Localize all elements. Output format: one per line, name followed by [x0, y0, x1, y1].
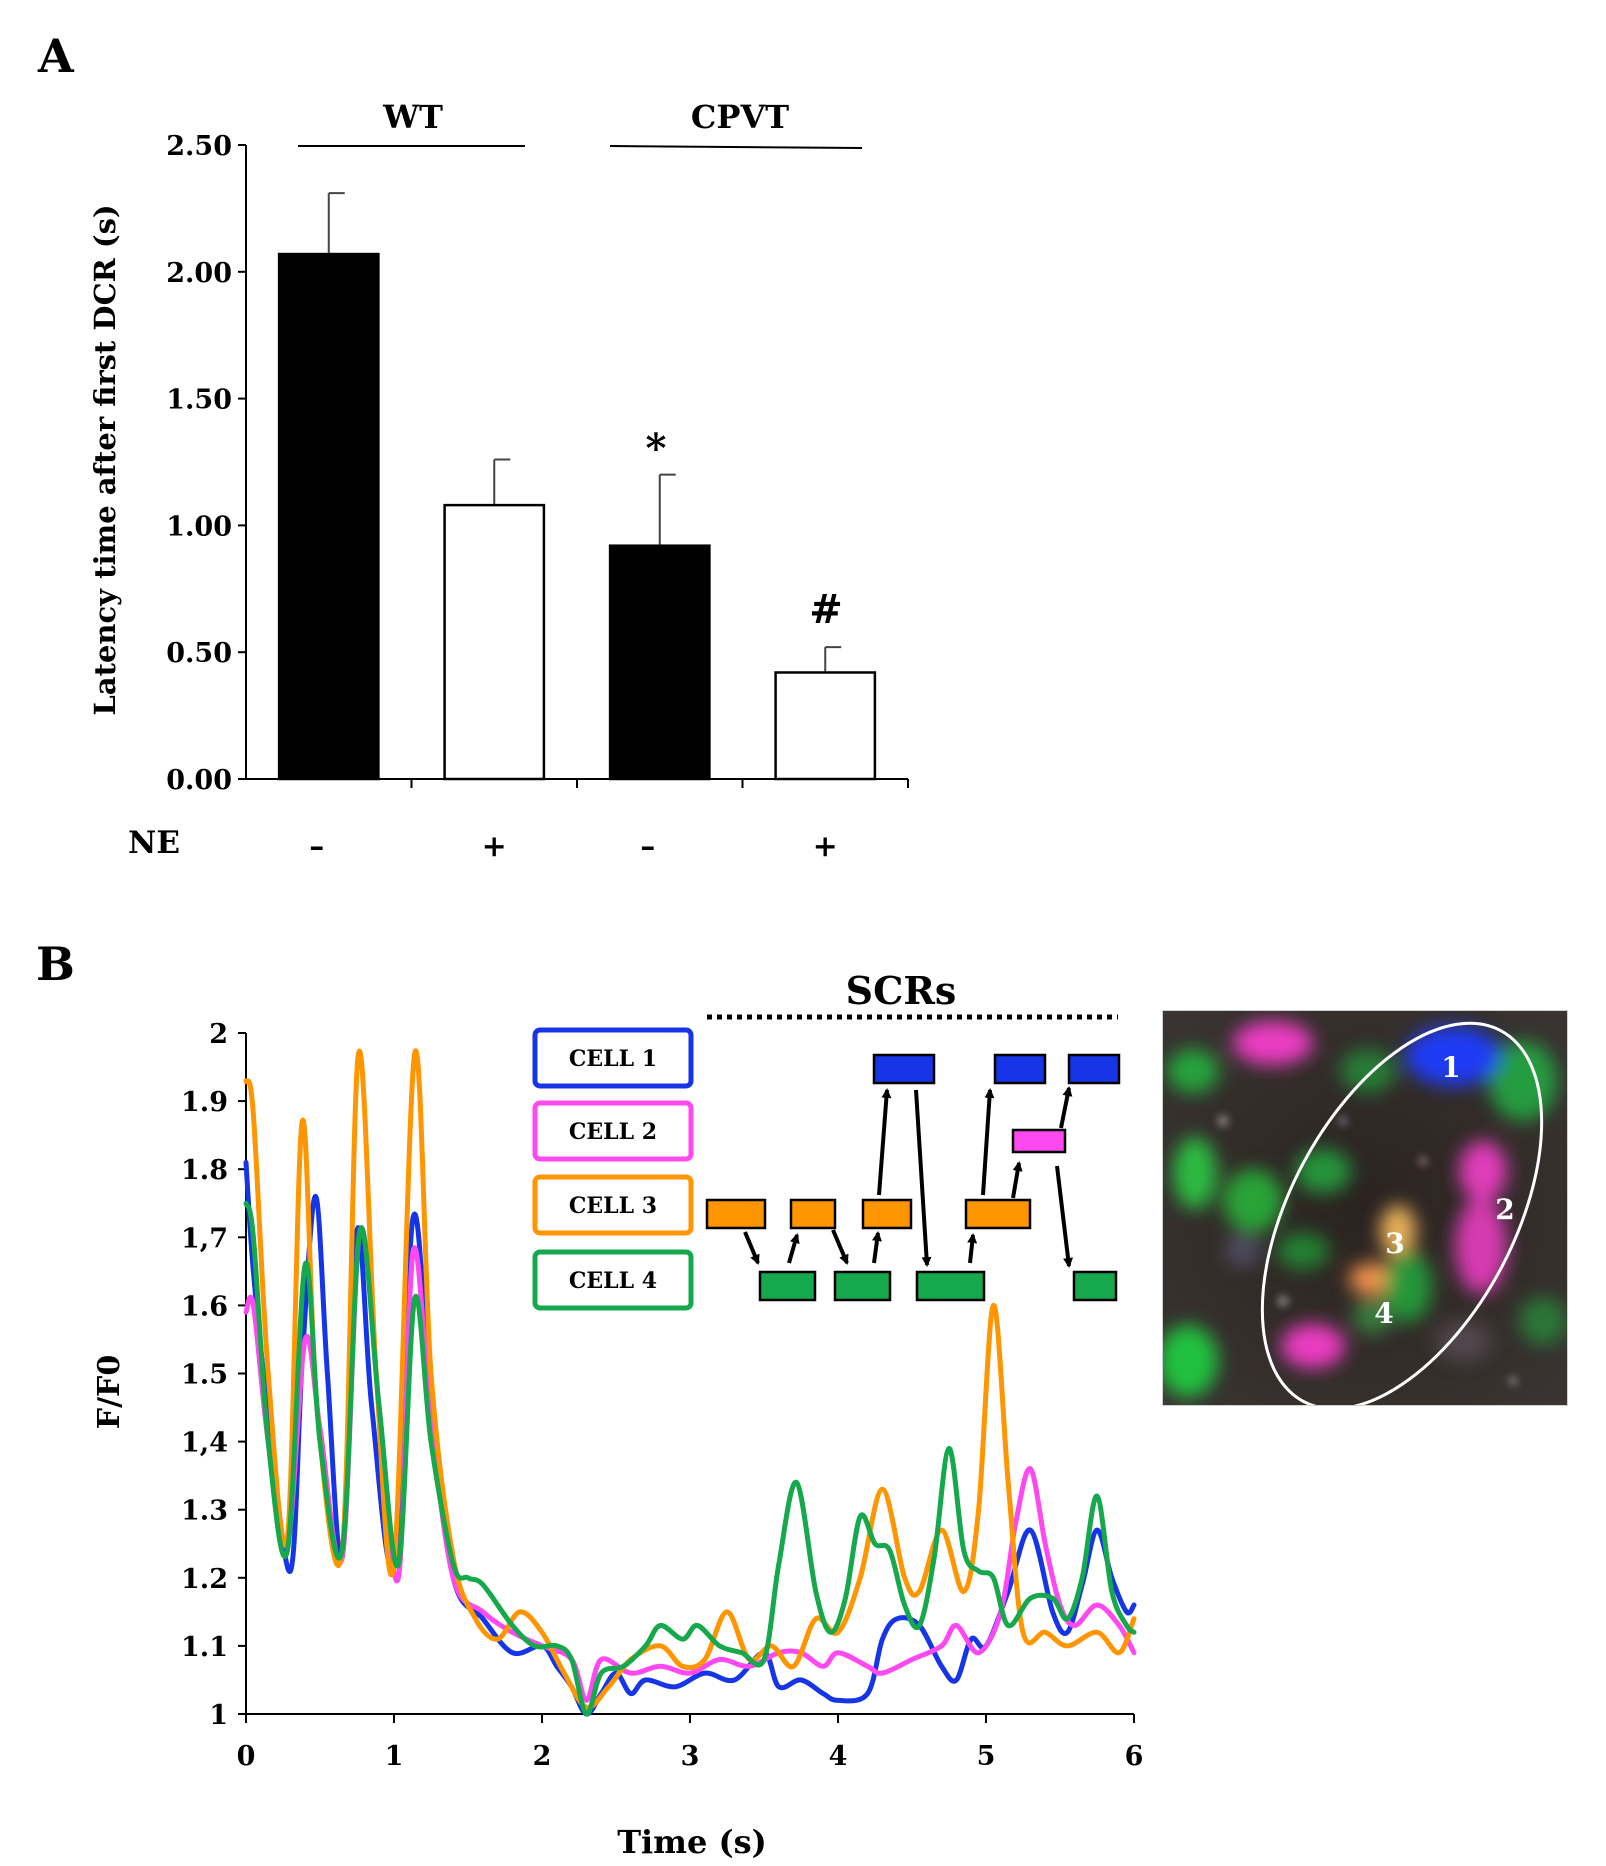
scr-event-cell-3: [964, 1198, 1032, 1230]
line-y-tick-label: 1.6: [181, 1291, 228, 1322]
legend-box-cell-3: [532, 1174, 694, 1236]
cell-micrograph-icon: 1 2 3 4: [1163, 1011, 1567, 1405]
scr-arrow: [981, 1088, 995, 1196]
bar-y-tick-label: 0.50: [166, 638, 232, 669]
line-y-tick-label: 1.9: [181, 1087, 228, 1118]
treatment-signs: – + – +: [309, 829, 838, 864]
micrograph-cell-number-3: 3: [1385, 1227, 1404, 1260]
group-line-cpvt: [609, 145, 863, 149]
micrograph-cell-number-2: 2: [1495, 1193, 1514, 1226]
bar-y-tick-label: 2.00: [166, 258, 232, 289]
group-label-wt: WT: [382, 98, 443, 136]
legend-box-cell-4: [532, 1249, 694, 1311]
legend-box-cell-2: [532, 1100, 694, 1162]
scr-event-cell-2: [1011, 1128, 1067, 1154]
bar: [277, 252, 380, 781]
treatment-label: NE: [128, 825, 180, 861]
treatment-sign: +: [482, 829, 507, 864]
cell-legend: CELL 1 CELL 2 CELL 3 CELL 4: [532, 1027, 694, 1311]
scr-arrow: [871, 1231, 882, 1264]
bar-y-tick-label: 1.50: [166, 385, 232, 416]
line-x-tick-label: 2: [533, 1741, 552, 1772]
significance-hash: #: [809, 586, 843, 633]
scr-event-cell-3: [861, 1198, 913, 1230]
line-x-tick-label: 4: [829, 1741, 848, 1772]
scr-event-cell-3: [789, 1198, 837, 1230]
scr-event-cell-1: [1067, 1053, 1121, 1085]
bar-y-tick-label: 1.00: [166, 511, 232, 542]
scr-label: SCRs: [846, 968, 957, 1013]
scr-event-cell-1: [872, 1053, 936, 1085]
bar-y-tick-label: 0.00: [166, 765, 232, 796]
line-y-tick-label: 1.8: [181, 1155, 228, 1186]
scr-event-cell-4: [833, 1270, 892, 1302]
series-line-cell-4: [243, 1200, 1137, 1717]
scr-arrow: [1011, 1161, 1023, 1199]
scr-event-cell-1: [993, 1053, 1047, 1085]
line-y-tick-label: 1.5: [181, 1360, 228, 1391]
micrograph-cell-number-4: 4: [1374, 1297, 1393, 1330]
micrograph-cell-number-1: 1: [1441, 1051, 1460, 1084]
line-chart-ylabel: F/F0: [92, 1355, 127, 1429]
scr-arrow: [1059, 1086, 1073, 1129]
line-chart-xlabel: Time (s): [617, 1823, 767, 1861]
bar: [608, 544, 711, 781]
treatment-sign: –: [640, 829, 655, 864]
legend-label-cell-2: CELL 2: [569, 1119, 657, 1145]
scr-arrow: [1055, 1165, 1074, 1268]
scr-event-cell-4: [915, 1270, 986, 1302]
line-y-tick-label: 1.1: [181, 1632, 228, 1663]
scr-arrow: [967, 1233, 978, 1264]
scr-sequence-diagram: [705, 1053, 1121, 1302]
treatment-sign: –: [309, 829, 324, 864]
treatment-sign: +: [813, 829, 838, 864]
scr-arrow: [914, 1089, 932, 1267]
bar-chart: 0.00 0.50 1.00 1.50 2.00 2.50: [166, 131, 909, 796]
line-x-tick-label: 3: [681, 1741, 700, 1772]
scr-arrow: [743, 1231, 760, 1265]
scr-event-cell-3: [705, 1198, 767, 1230]
legend-box-cell-1: [532, 1027, 694, 1089]
legend-label-cell-1: CELL 1: [569, 1046, 657, 1072]
scr-arrow: [831, 1229, 849, 1265]
line-y-tick-label: 1,7: [181, 1223, 228, 1254]
legend-label-cell-3: CELL 3: [569, 1193, 657, 1219]
bar: [774, 671, 877, 781]
line-y-tick-label: 1: [209, 1700, 228, 1731]
bar-chart-ylabel: Latency time after first DCR (s): [88, 204, 122, 715]
region-of-interest-ellipse: [1260, 1021, 1544, 1405]
significance-star: *: [646, 425, 667, 472]
scr-event-cell-4: [1072, 1270, 1118, 1302]
scr-event-cell-4: [758, 1270, 817, 1302]
line-x-tick-label: 1: [385, 1741, 404, 1772]
scr-arrow: [787, 1233, 800, 1264]
bar: [443, 503, 546, 781]
line-y-tick-label: 1,4: [181, 1428, 228, 1459]
scr-arrow: [877, 1088, 892, 1196]
line-x-tick-label: 5: [977, 1741, 996, 1772]
legend-label-cell-4: CELL 4: [569, 1268, 657, 1294]
line-y-tick-label: 1.3: [181, 1496, 228, 1527]
panel-a-label: A: [37, 29, 75, 83]
line-chart: 11.11.21.31,41.51.61,71.81.920 1 2 3 4 5 6: [181, 1019, 1143, 1772]
line-y-tick-label: 2: [209, 1019, 228, 1050]
group-label-cpvt: CPVT: [691, 98, 789, 136]
line-x-tick-label: 6: [1125, 1741, 1144, 1772]
line-x-tick-label: 0: [237, 1741, 256, 1772]
panel-b-label: B: [36, 937, 75, 991]
cell-micrograph: 1 2 3 4: [1162, 1010, 1568, 1406]
bar-y-tick-label: 2.50: [166, 131, 232, 162]
line-y-tick-label: 1.2: [181, 1564, 228, 1595]
